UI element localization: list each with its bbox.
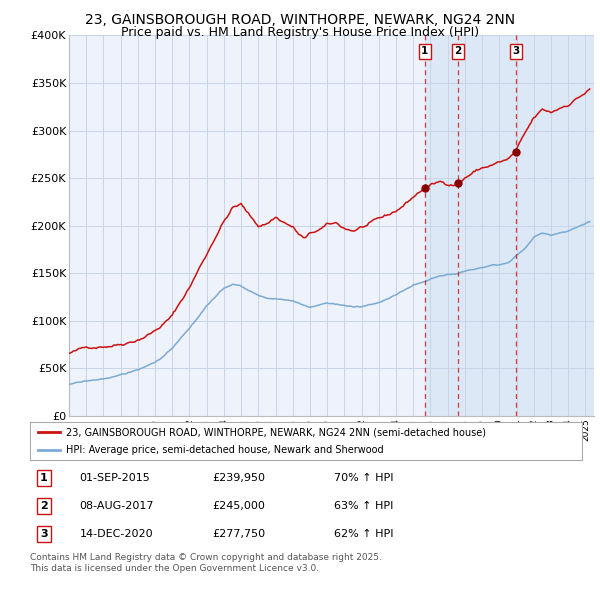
Text: 3: 3: [512, 47, 520, 57]
Text: 08-AUG-2017: 08-AUG-2017: [80, 502, 154, 511]
Text: 14-DEC-2020: 14-DEC-2020: [80, 529, 154, 539]
Text: £245,000: £245,000: [212, 502, 265, 511]
Text: £239,950: £239,950: [212, 473, 265, 483]
Text: 23, GAINSBOROUGH ROAD, WINTHORPE, NEWARK, NG24 2NN (semi-detached house): 23, GAINSBOROUGH ROAD, WINTHORPE, NEWARK…: [66, 427, 486, 437]
Text: 1: 1: [40, 473, 47, 483]
Bar: [425, 35, 594, 416]
Text: 2: 2: [40, 502, 47, 511]
Text: HPI: Average price, semi-detached house, Newark and Sherwood: HPI: Average price, semi-detached house,…: [66, 445, 383, 455]
Text: 01-SEP-2015: 01-SEP-2015: [80, 473, 151, 483]
Text: 1: 1: [421, 47, 428, 57]
Text: 23, GAINSBOROUGH ROAD, WINTHORPE, NEWARK, NG24 2NN: 23, GAINSBOROUGH ROAD, WINTHORPE, NEWARK…: [85, 13, 515, 27]
Text: 3: 3: [40, 529, 47, 539]
Text: 2: 2: [454, 47, 461, 57]
Text: 70% ↑ HPI: 70% ↑ HPI: [334, 473, 393, 483]
Text: 63% ↑ HPI: 63% ↑ HPI: [334, 502, 393, 511]
Text: £277,750: £277,750: [212, 529, 265, 539]
Text: Contains HM Land Registry data © Crown copyright and database right 2025.
This d: Contains HM Land Registry data © Crown c…: [30, 553, 382, 573]
Text: 62% ↑ HPI: 62% ↑ HPI: [334, 529, 393, 539]
Text: Price paid vs. HM Land Registry's House Price Index (HPI): Price paid vs. HM Land Registry's House …: [121, 26, 479, 39]
